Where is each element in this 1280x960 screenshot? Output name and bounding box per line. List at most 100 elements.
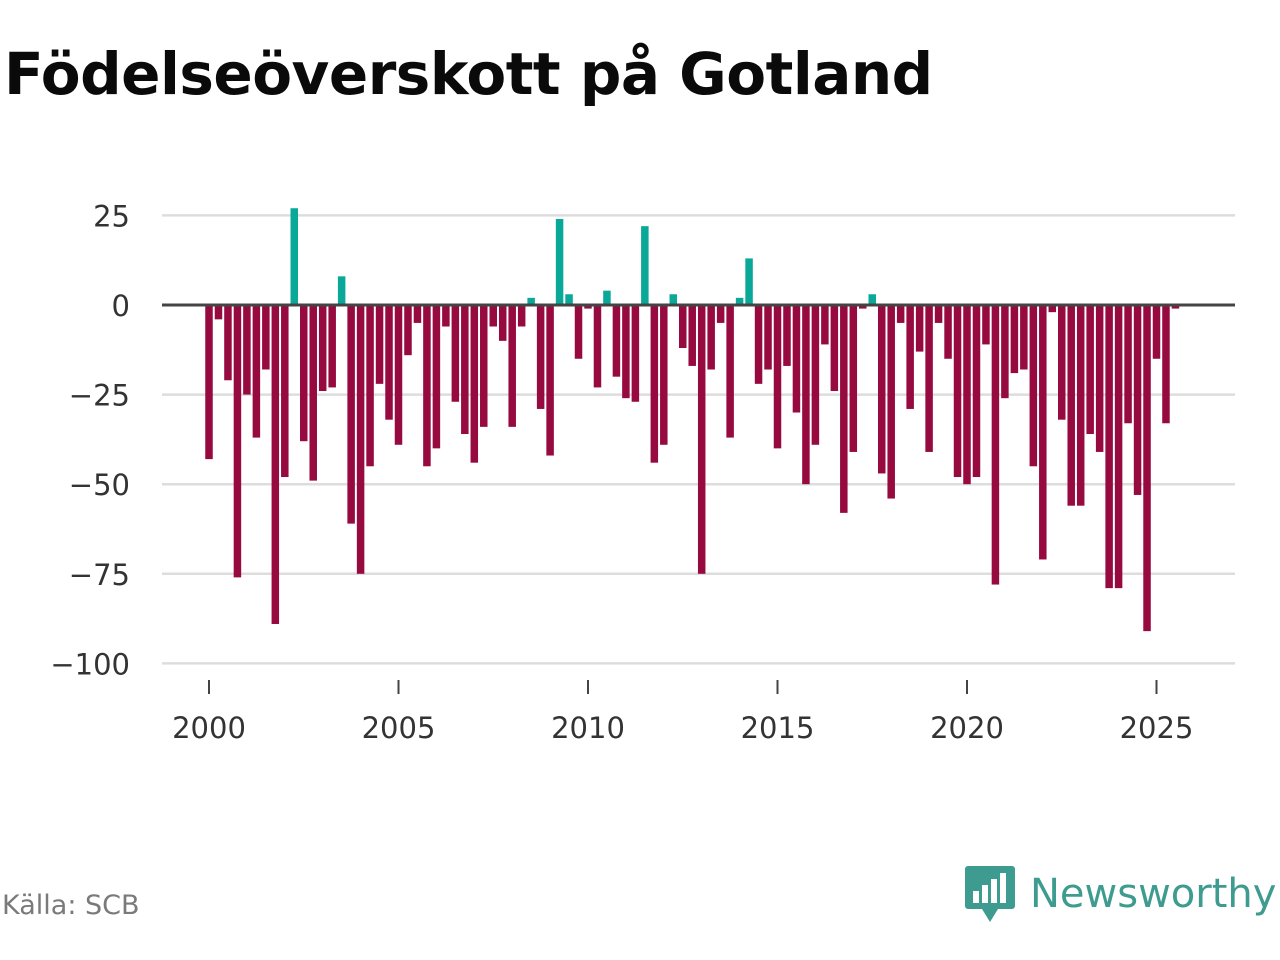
bar bbox=[1105, 305, 1113, 589]
bar bbox=[612, 305, 621, 377]
bar bbox=[555, 218, 564, 305]
bar bbox=[934, 305, 943, 323]
bar bbox=[243, 305, 251, 395]
bar bbox=[660, 305, 668, 445]
bar bbox=[1152, 305, 1161, 359]
bar bbox=[536, 305, 545, 409]
bar bbox=[1058, 305, 1066, 420]
y-tick-label: −50 bbox=[69, 468, 130, 502]
bar bbox=[1114, 305, 1123, 589]
bar bbox=[745, 258, 753, 305]
bar bbox=[366, 305, 374, 467]
bars bbox=[205, 208, 1180, 632]
bar bbox=[584, 305, 592, 309]
bar bbox=[375, 305, 384, 384]
bar bbox=[442, 305, 450, 327]
bar bbox=[1039, 305, 1047, 560]
bar bbox=[641, 226, 649, 305]
bar bbox=[830, 305, 839, 392]
bar bbox=[252, 305, 261, 438]
y-axis: 25 0 −25 −50 −75 −100 bbox=[50, 199, 130, 681]
bar bbox=[925, 305, 933, 452]
bar bbox=[498, 305, 507, 341]
bar bbox=[489, 305, 497, 327]
bar bbox=[214, 305, 223, 320]
bar bbox=[337, 276, 346, 305]
bar bbox=[480, 305, 488, 427]
bar bbox=[726, 305, 734, 438]
bar bbox=[707, 305, 715, 370]
bar bbox=[982, 305, 990, 345]
bar bbox=[281, 305, 289, 478]
bar bbox=[233, 305, 242, 578]
bar bbox=[953, 305, 962, 478]
bar bbox=[688, 305, 696, 366]
bar bbox=[356, 305, 365, 574]
bar bbox=[290, 208, 299, 305]
bar bbox=[859, 305, 867, 309]
bar bbox=[877, 305, 886, 474]
bar bbox=[328, 305, 336, 388]
bar bbox=[1162, 305, 1170, 424]
bar bbox=[821, 305, 829, 345]
bar bbox=[527, 297, 535, 305]
bar bbox=[508, 305, 516, 427]
bar bbox=[1029, 305, 1038, 467]
bar bbox=[1143, 305, 1151, 632]
bar bbox=[802, 305, 810, 485]
bar bbox=[603, 290, 611, 305]
bar bbox=[347, 305, 355, 524]
x-axis: 2000 2005 2010 2015 2020 2025 bbox=[172, 680, 1193, 745]
x-tick-label: 2020 bbox=[930, 711, 1004, 745]
bar bbox=[783, 305, 791, 366]
bar bbox=[413, 305, 422, 323]
bar bbox=[915, 305, 924, 352]
bar bbox=[451, 305, 460, 402]
bar bbox=[461, 305, 469, 435]
bar bbox=[300, 305, 308, 442]
bar bbox=[318, 305, 327, 392]
bar bbox=[669, 294, 678, 305]
bar bbox=[565, 294, 573, 305]
x-tick-label: 2005 bbox=[362, 711, 436, 745]
bar bbox=[1076, 305, 1085, 506]
y-tick-label: −25 bbox=[69, 379, 130, 413]
bar bbox=[546, 305, 554, 456]
bar bbox=[1020, 305, 1028, 370]
bar bbox=[1048, 305, 1057, 313]
bar bbox=[991, 305, 1000, 585]
bar bbox=[631, 305, 640, 402]
bar bbox=[849, 305, 858, 452]
bar bbox=[754, 305, 763, 384]
bar bbox=[887, 305, 895, 499]
bar bbox=[1086, 305, 1094, 435]
bar bbox=[622, 305, 630, 399]
bar bbox=[205, 305, 213, 460]
bar bbox=[385, 305, 393, 420]
bar bbox=[773, 305, 782, 449]
bar bbox=[963, 305, 971, 485]
bar bbox=[470, 305, 479, 463]
bar bbox=[944, 305, 952, 359]
bar bbox=[262, 305, 270, 370]
bar bbox=[593, 305, 602, 388]
bar bbox=[404, 305, 412, 356]
bar bbox=[735, 297, 744, 305]
brand-logo: Newsworthy bbox=[964, 864, 1276, 924]
bar bbox=[517, 305, 526, 327]
bar bbox=[811, 305, 820, 445]
bar bbox=[1067, 305, 1075, 506]
bar bbox=[972, 305, 981, 478]
bar bbox=[309, 305, 317, 481]
bar bbox=[271, 305, 280, 624]
y-tick-label: 25 bbox=[93, 199, 130, 233]
bar bbox=[697, 305, 706, 574]
x-tick-label: 2000 bbox=[172, 711, 246, 745]
bar bbox=[394, 305, 403, 445]
bar bbox=[1133, 305, 1142, 495]
x-tick-label: 2025 bbox=[1120, 711, 1194, 745]
brand-name: Newsworthy bbox=[1030, 871, 1277, 917]
bar bbox=[432, 305, 441, 449]
y-tick-label: 0 bbox=[112, 289, 130, 323]
bar bbox=[1095, 305, 1104, 452]
